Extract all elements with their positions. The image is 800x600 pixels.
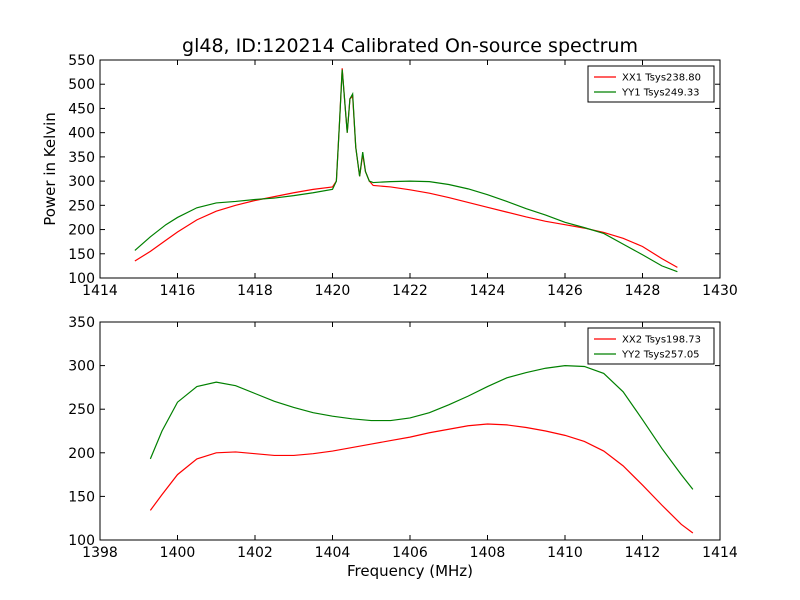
x-tick-label: 1414 — [702, 545, 738, 561]
y-tick-label: 550 — [68, 53, 95, 69]
y-tick-label: 350 — [68, 150, 95, 166]
x-tick-label: 1426 — [547, 283, 583, 299]
y-tick-label: 450 — [68, 101, 95, 117]
y-tick-label: 150 — [68, 489, 95, 505]
y-tick-label: 300 — [68, 359, 95, 375]
x-tick-label: 1408 — [470, 545, 506, 561]
y-tick-label: 250 — [68, 198, 95, 214]
series-line-yy1 — [134, 69, 678, 273]
y-tick-label: 200 — [68, 223, 95, 239]
y-axis-label: Power in Kelvin — [41, 112, 59, 226]
y-tick-label: 500 — [68, 77, 95, 93]
series-line-xx2 — [149, 423, 694, 534]
x-tick-label: 1410 — [547, 545, 583, 561]
x-tick-label: 1402 — [237, 545, 273, 561]
x-tick-label: 1416 — [160, 283, 196, 299]
legend-label: XX1 Tsys238.80 — [622, 73, 701, 84]
x-tick-label: 1404 — [315, 545, 351, 561]
x-axis-label: Frequency (MHz) — [347, 562, 473, 580]
legend-box — [587, 65, 715, 103]
legend-label: YY2 Tsys257.05 — [621, 350, 700, 361]
series-line-yy2 — [149, 364, 694, 490]
legend-label: XX2 Tsys198.73 — [622, 335, 701, 346]
legend-label: YY1 Tsys249.33 — [621, 88, 700, 99]
y-tick-label: 350 — [68, 315, 95, 331]
y-tick-label: 100 — [68, 533, 95, 549]
x-tick-label: 1406 — [392, 545, 428, 561]
y-tick-label: 250 — [68, 402, 95, 418]
y-tick-label: 150 — [68, 247, 95, 263]
x-tick-label: 1418 — [237, 283, 273, 299]
x-tick-label: 1398 — [82, 545, 118, 561]
legend-box — [587, 327, 715, 365]
chart-title: gl48, ID:120214 Calibrated On-source spe… — [182, 35, 638, 57]
x-tick-label: 1430 — [702, 283, 738, 299]
y-tick-label: 400 — [68, 126, 95, 142]
x-tick-label: 1414 — [82, 283, 118, 299]
y-tick-label: 200 — [68, 446, 95, 462]
x-tick-label: 1420 — [315, 283, 351, 299]
x-tick-label: 1412 — [625, 545, 661, 561]
x-tick-label: 1400 — [160, 545, 196, 561]
x-tick-label: 1424 — [470, 283, 506, 299]
top-spectrum-chart: 1414 1416 1418 1420 1422 1424 1426 1428 1430 100 1… — [41, 35, 738, 299]
y-tick-label: 300 — [68, 174, 95, 190]
y-tick-label: 100 — [68, 271, 95, 287]
x-tick-label: 1422 — [392, 283, 428, 299]
x-tick-label: 1428 — [625, 283, 661, 299]
bottom-spectrum-chart: 1398 1400 1402 1404 1406 1408 1410 1412 1414 100 1… — [68, 315, 738, 580]
